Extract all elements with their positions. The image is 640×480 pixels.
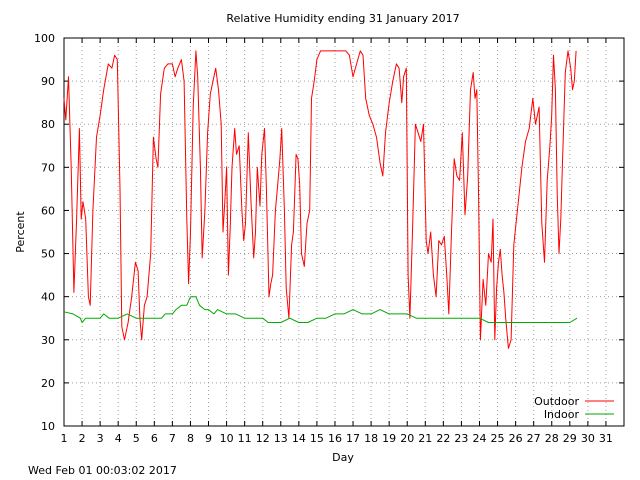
x-tick-label: 28 bbox=[545, 432, 559, 445]
y-tick-label: 50 bbox=[41, 248, 55, 261]
legend-label-indoor: Indoor bbox=[544, 408, 580, 421]
axis-ticks: 1 2 3 4 5 6 7 8 9 10 11 12 13 14 15 16 17 18 19 20 21 22 23 24 2… bbox=[34, 32, 624, 445]
series-line-indoor bbox=[63, 296, 578, 323]
y-tick-label: 90 bbox=[41, 75, 55, 88]
x-tick-label: 22 bbox=[436, 432, 450, 445]
y-axis-label: Percent bbox=[14, 211, 27, 253]
x-tick-label: 5 bbox=[133, 432, 140, 445]
x-tick-label: 27 bbox=[527, 432, 541, 445]
chart-title: Relative Humidity ending 31 January 2017 bbox=[226, 12, 459, 25]
x-tick-label: 13 bbox=[274, 432, 288, 445]
x-tick-label: 30 bbox=[581, 432, 595, 445]
x-tick-label: 19 bbox=[382, 432, 396, 445]
x-tick-label: 20 bbox=[400, 432, 414, 445]
x-tick-label: 9 bbox=[205, 432, 212, 445]
x-tick-label: 21 bbox=[418, 432, 432, 445]
x-tick-label: 7 bbox=[169, 432, 176, 445]
x-axis-label: Day bbox=[332, 451, 354, 464]
x-tick-label: 15 bbox=[310, 432, 324, 445]
x-tick-label: 1 bbox=[61, 432, 68, 445]
y-tick-label: 80 bbox=[41, 118, 55, 131]
y-tick-label: 70 bbox=[41, 161, 55, 174]
legend: Outdoor Indoor bbox=[534, 395, 614, 421]
x-tick-label: 8 bbox=[187, 432, 194, 445]
x-tick-label: 17 bbox=[346, 432, 360, 445]
series-line-outdoor bbox=[63, 50, 577, 349]
x-tick-label: 29 bbox=[563, 432, 577, 445]
x-tick-label: 25 bbox=[491, 432, 505, 445]
y-tick-label: 60 bbox=[41, 204, 55, 217]
x-tick-label: 4 bbox=[115, 432, 122, 445]
x-tick-label: 11 bbox=[238, 432, 252, 445]
x-tick-label: 18 bbox=[364, 432, 378, 445]
x-tick-label: 3 bbox=[97, 432, 104, 445]
x-tick-label: 31 bbox=[599, 432, 613, 445]
x-tick-label: 24 bbox=[472, 432, 486, 445]
x-tick-label: 10 bbox=[220, 432, 234, 445]
y-tick-label: 20 bbox=[41, 377, 55, 390]
x-tick-label: 2 bbox=[79, 432, 86, 445]
x-tick-label: 14 bbox=[292, 432, 306, 445]
plot-area-border bbox=[63, 37, 625, 427]
series-lines bbox=[63, 50, 578, 349]
x-tick-label: 26 bbox=[509, 432, 523, 445]
y-tick-label: 10 bbox=[41, 420, 55, 433]
x-tick-label: 12 bbox=[256, 432, 270, 445]
grid bbox=[64, 38, 624, 426]
legend-label-outdoor: Outdoor bbox=[534, 395, 579, 408]
x-tick-label: 16 bbox=[328, 432, 342, 445]
y-tick-label: 30 bbox=[41, 334, 55, 347]
timestamp: Wed Feb 01 00:03:02 2017 bbox=[28, 464, 177, 477]
y-tick-label: 40 bbox=[41, 291, 55, 304]
x-tick-label: 23 bbox=[454, 432, 468, 445]
y-tick-label: 100 bbox=[34, 32, 55, 45]
x-tick-label: 6 bbox=[151, 432, 158, 445]
